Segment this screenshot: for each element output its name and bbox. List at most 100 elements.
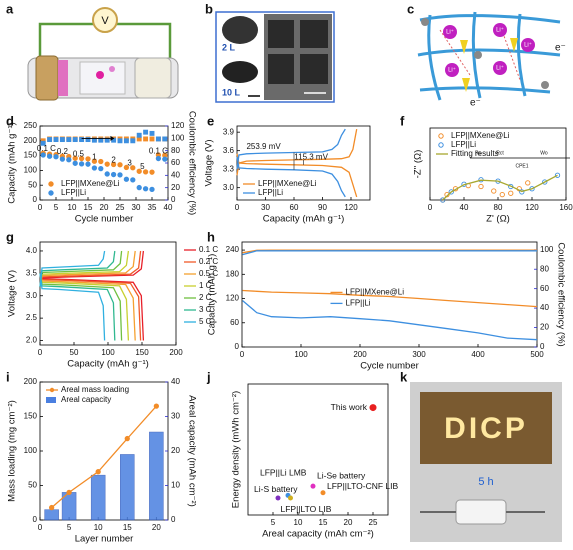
panel-label: b <box>205 1 213 16</box>
point-label: Li-Se battery <box>317 470 366 480</box>
x-tick-label: 20 <box>152 523 161 532</box>
legend-label: LFP||MXene@Li <box>61 179 120 188</box>
point <box>369 404 377 412</box>
y-tick-label: 0 <box>235 342 240 351</box>
marker <box>48 504 55 511</box>
y-tick-label: 250 <box>24 121 38 130</box>
x-tick-label: 5 <box>54 203 59 212</box>
marker <box>98 158 104 165</box>
x-tick-label: 25 <box>116 203 125 212</box>
y-tick-label: 180 <box>226 269 240 278</box>
marker <box>136 132 142 138</box>
y2-tick-label: 80 <box>171 146 180 155</box>
y-axis-label: Energy density (mWh cm⁻²) <box>231 391 242 508</box>
panel-label: f <box>400 113 405 128</box>
arrow-head <box>110 135 115 141</box>
legend-swatch <box>49 387 55 393</box>
annotation: 2 <box>111 155 116 164</box>
x-tick-label: 400 <box>471 350 485 359</box>
legend-label: LFP||MXene@Li <box>451 131 510 140</box>
ion-label: Li⁺ <box>496 65 504 72</box>
y-tick-label: 3.9 <box>223 127 235 136</box>
annotation: 1 <box>92 152 97 161</box>
x-tick-label: 35 <box>148 203 157 212</box>
legend-swatch <box>438 133 444 139</box>
x-tick-label: 60 <box>290 203 299 212</box>
legend-label: LFP||Li <box>258 188 283 197</box>
cathode <box>134 57 172 99</box>
marker <box>104 161 110 167</box>
marker <box>72 160 78 166</box>
ion <box>493 23 507 37</box>
point-label: This work <box>331 402 368 412</box>
x-tick-label: 100 <box>294 350 308 359</box>
plot-frame <box>241 241 538 348</box>
y-tick-label: 2.5 <box>26 313 38 322</box>
plot-frame <box>39 125 169 201</box>
annotation: 3 <box>127 158 132 167</box>
marker <box>123 164 130 171</box>
y2-tick-label: 20 <box>171 446 180 455</box>
cell-schematic: V <box>27 7 179 101</box>
x-tick-label: 150 <box>135 348 149 357</box>
annotation: 0.5 <box>73 150 85 159</box>
marker <box>508 190 514 196</box>
ion <box>521 38 535 52</box>
circuit-label: Rs <box>475 150 482 156</box>
x-tick-label: 40 <box>164 203 173 212</box>
marker <box>130 165 136 171</box>
y2-tick-label: 80 <box>540 264 549 273</box>
sem-holes <box>268 20 328 84</box>
x-tick-label: 40 <box>460 203 469 212</box>
scale-label: 2 L <box>222 42 236 52</box>
series-line <box>236 156 346 198</box>
marker <box>59 137 65 143</box>
marker <box>142 186 149 192</box>
marker <box>123 138 129 144</box>
marker <box>104 171 110 177</box>
marker <box>53 137 59 143</box>
y-tick-label: 3.0 <box>26 291 38 300</box>
y2-tick-label: 40 <box>171 170 180 179</box>
x-tick-label: 20 <box>344 518 353 527</box>
frame <box>215 11 335 103</box>
legend-label: 0.2 C <box>199 257 218 266</box>
x-tick-label: 0 <box>38 348 43 357</box>
point-label: LFP||Li LMB <box>260 468 307 478</box>
mesh <box>417 11 561 101</box>
coating <box>58 60 68 96</box>
marker <box>162 156 168 162</box>
marker <box>59 156 66 162</box>
annotation: 115.3 mV <box>294 153 328 162</box>
x-tick-label: 5 <box>67 523 72 532</box>
marker <box>478 183 484 190</box>
legend-swatch <box>46 397 56 403</box>
panel-label: e <box>207 113 214 128</box>
marker <box>40 140 46 146</box>
marker <box>117 138 123 144</box>
marker <box>153 403 160 409</box>
annotation: 0.1 C <box>37 144 56 153</box>
marker <box>143 129 149 135</box>
point <box>320 490 326 496</box>
y-tick-label: 0 <box>33 195 38 204</box>
point-label: LFP||LTO LIB <box>281 504 332 514</box>
marker <box>78 161 85 167</box>
annotation: 5 <box>140 162 145 171</box>
y2-tick-label: 20 <box>540 323 549 332</box>
x-tick-label: 30 <box>132 203 141 212</box>
point <box>288 495 293 501</box>
y-tick-label: 200 <box>24 377 38 386</box>
y2-tick-label: 100 <box>171 133 185 142</box>
marker <box>136 184 142 191</box>
y-tick-label: 50 <box>28 180 37 189</box>
marker <box>143 136 149 142</box>
series-line <box>236 153 358 198</box>
x-tick-label: 0 <box>38 203 43 212</box>
annotation: 0.1 C <box>149 146 168 155</box>
y-tick-label: 50 <box>28 481 37 490</box>
legend-label: Fitting results <box>451 149 499 158</box>
legend-label: 1 C <box>199 281 212 290</box>
y-tick-label: 150 <box>24 151 38 160</box>
